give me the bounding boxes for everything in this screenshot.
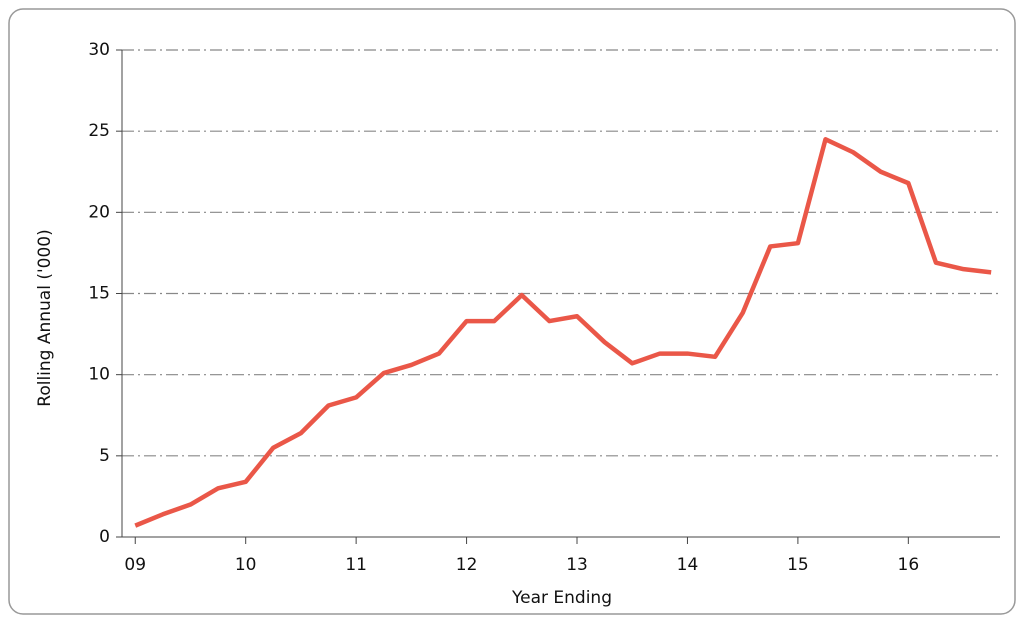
data-line	[134, 137, 992, 528]
x-tick-label: 16	[898, 555, 920, 575]
x-tick-label: 10	[235, 555, 257, 575]
y-tick-label: 10	[88, 365, 110, 385]
y-tick-label: 5	[99, 446, 110, 466]
y-tick-label: 30	[88, 40, 110, 60]
x-tick-label: 14	[677, 555, 699, 575]
y-tick-label: 20	[88, 202, 110, 222]
x-tick-label: 15	[787, 555, 809, 575]
frame	[8, 8, 1016, 615]
x-tick-label: 09	[124, 555, 146, 575]
x-tick-label: 13	[566, 555, 588, 575]
x-axis-label: Year Ending	[511, 588, 612, 608]
y-tick-label: 25	[88, 121, 110, 141]
y-tick-label: 0	[99, 527, 110, 547]
y-axis-label: Rolling Annual ('000)	[35, 229, 55, 406]
x-tick-label: 11	[345, 555, 367, 575]
y-tick-label: 15	[88, 284, 110, 304]
x-tick-label: 12	[456, 555, 478, 575]
